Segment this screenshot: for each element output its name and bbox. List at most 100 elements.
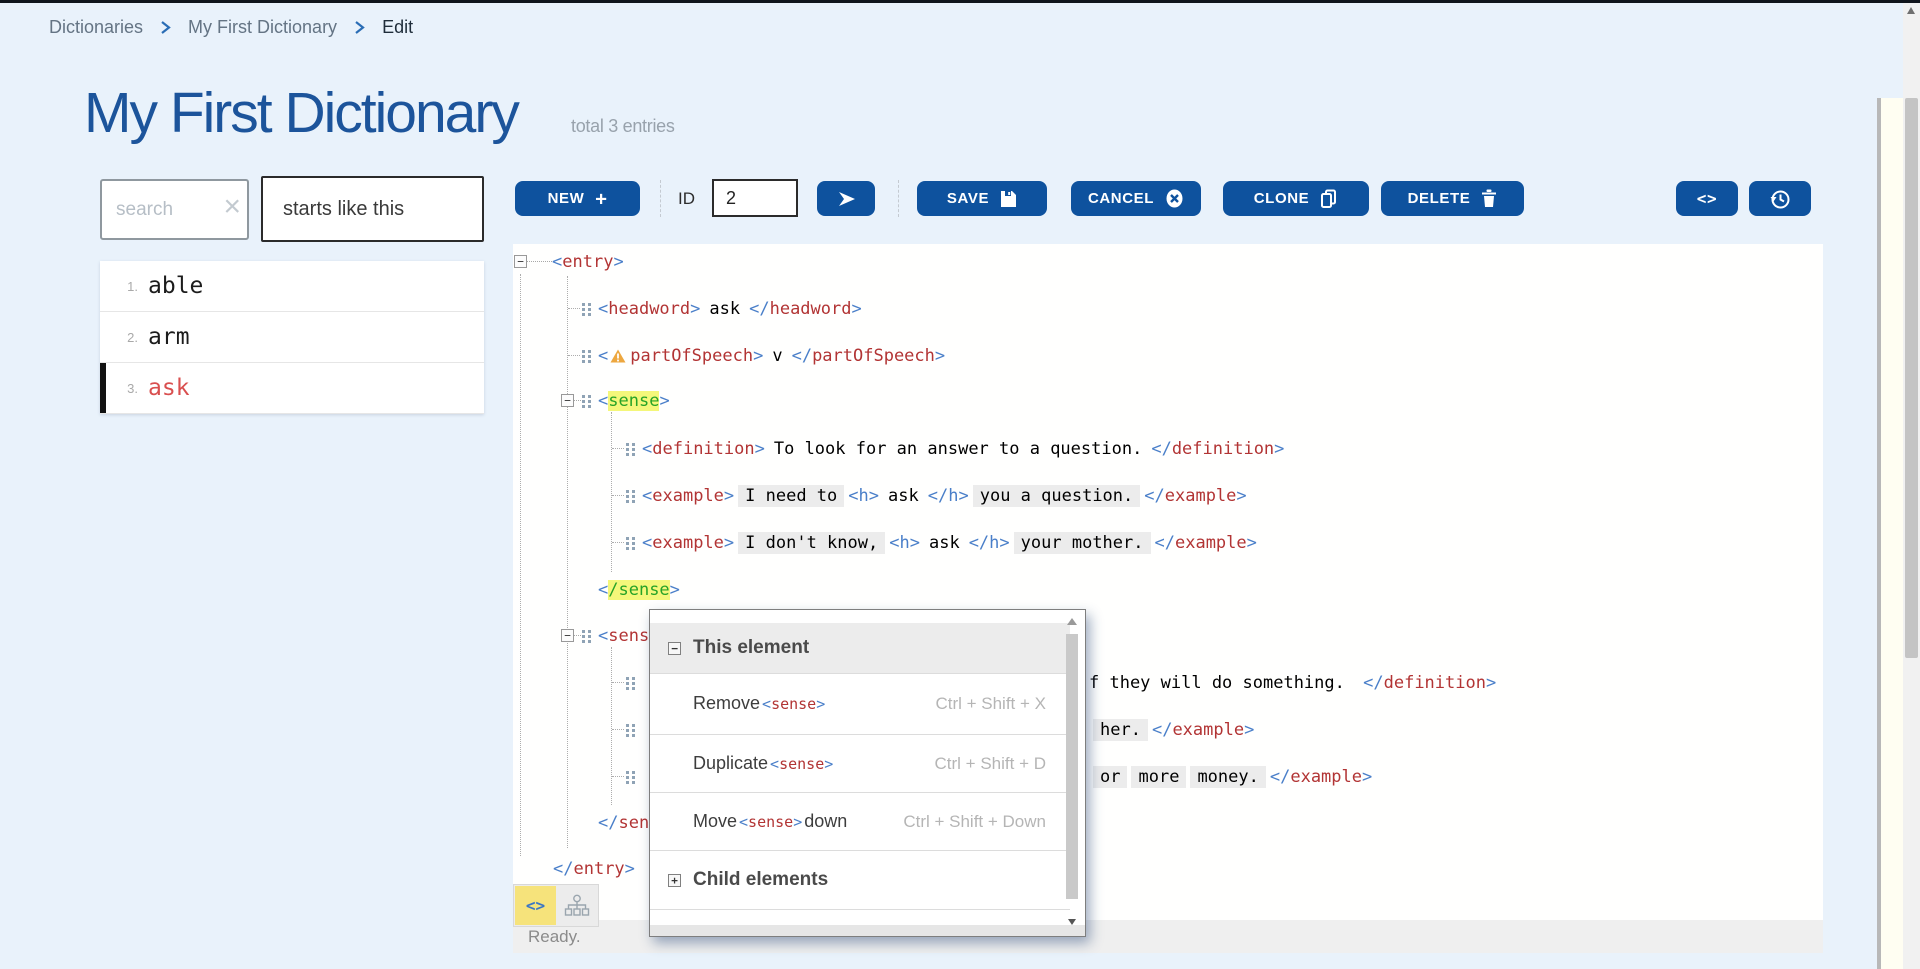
- drag-handle-icon[interactable]: [581, 301, 591, 316]
- entry-number: 2.: [127, 329, 138, 345]
- entry-number: 1.: [127, 278, 138, 294]
- scroll-up-arrow-icon[interactable]: [1067, 618, 1077, 625]
- send-arrow-icon: [837, 191, 856, 207]
- go-to-id-button[interactable]: [817, 181, 875, 216]
- sense-close-tag-highlighted[interactable]: /sense: [608, 579, 670, 600]
- save-button[interactable]: SAVE: [917, 181, 1047, 216]
- h-open-tag[interactable]: <h>: [889, 532, 920, 553]
- sense-open-tag-highlighted[interactable]: sense: [608, 390, 660, 411]
- collapse-icon[interactable]: −: [514, 255, 527, 268]
- example-text-fragment[interactable]: or: [1093, 765, 1128, 788]
- menu-item-duplicate-sense[interactable]: Duplicate <sense> Ctrl + Shift + D: [693, 753, 1046, 773]
- inner-scrollbar-track[interactable]: [1881, 98, 1903, 969]
- h-text[interactable]: ask: [888, 485, 919, 506]
- delete-trash-icon: [1481, 189, 1497, 208]
- nerd-view-toggle[interactable]: <>: [515, 886, 556, 925]
- headword-open-tag[interactable]: headword: [608, 298, 691, 319]
- laic-view-toggle[interactable]: [556, 886, 597, 925]
- example-text-fragment[interactable]: money.: [1190, 765, 1266, 788]
- plus-icon: +: [595, 187, 608, 210]
- h-open-tag[interactable]: <h>: [848, 485, 880, 506]
- drag-handle-icon[interactable]: [625, 488, 635, 503]
- page-title: My First Dictionary: [84, 81, 520, 145]
- xml-example-row-partially-hidden: or more money. </example >: [625, 763, 1372, 790]
- entry-headword: ask: [148, 375, 190, 401]
- example-open-tag[interactable]: example: [652, 485, 724, 506]
- expand-icon[interactable]: +: [668, 873, 681, 887]
- xml-sense1-open-row: − < sense >: [561, 387, 670, 414]
- cancel-button[interactable]: CANCEL: [1071, 181, 1201, 216]
- tree-guide-line: [611, 412, 612, 572]
- xml-definition-row: < definition > To look for an answer to a …: [625, 435, 1284, 462]
- source-code-button[interactable]: <>: [1676, 181, 1738, 216]
- list-item[interactable]: 1. able: [100, 261, 484, 312]
- example-text-fragment[interactable]: more: [1131, 765, 1187, 788]
- collapse-icon[interactable]: −: [561, 394, 574, 407]
- breadcrumb-dictionaries[interactable]: Dictionaries: [49, 16, 144, 37]
- h-close-tag: </h>: [927, 485, 969, 506]
- example-open-tag[interactable]: example: [652, 532, 724, 553]
- menu-scrollbar-thumb[interactable]: [1066, 634, 1078, 899]
- entry-list: 1. able 2. arm 3. ask: [100, 261, 484, 414]
- page-scrollbar-thumb[interactable]: [1905, 98, 1918, 658]
- sense-open-tag[interactable]: sense: [608, 625, 660, 646]
- scroll-up-arrow-icon[interactable]: [1907, 7, 1915, 14]
- headword-text[interactable]: ask: [709, 298, 741, 319]
- partofspeech-open-tag[interactable]: partOfSpeech: [630, 345, 754, 366]
- breadcrumb-dictionary-name[interactable]: My First Dictionary: [188, 16, 338, 37]
- cancel-circle-x-icon: [1165, 189, 1184, 208]
- example-text-chunk[interactable]: your mother.: [1013, 531, 1151, 554]
- scroll-down-arrow-icon[interactable]: [1068, 919, 1076, 925]
- tree-guide-line: [611, 647, 612, 805]
- collapse-icon[interactable]: −: [668, 641, 681, 655]
- drag-handle-icon[interactable]: [625, 675, 635, 690]
- definition-open-tag[interactable]: definition: [652, 438, 755, 459]
- entry-headword: arm: [148, 324, 190, 350]
- clear-search-icon[interactable]: ×: [223, 190, 241, 223]
- page-scrollbar[interactable]: [1903, 0, 1920, 969]
- drag-handle-icon[interactable]: [625, 441, 635, 456]
- entry-id-input[interactable]: [712, 179, 798, 217]
- example-text-chunk[interactable]: you a question.: [972, 484, 1141, 507]
- history-button[interactable]: [1749, 181, 1811, 216]
- filter-mode-select[interactable]: starts like this: [261, 176, 484, 242]
- entry-open-tag[interactable]: entry: [562, 251, 614, 272]
- collapse-icon[interactable]: −: [561, 629, 574, 642]
- drag-handle-icon[interactable]: [625, 769, 635, 784]
- definition-text[interactable]: To look for an answer to a question.: [773, 438, 1143, 459]
- tree-guide-stub: [612, 448, 624, 449]
- menu-scrollbar[interactable]: [1065, 614, 1079, 932]
- example-text-fragment[interactable]: her.: [1093, 718, 1148, 741]
- example-text-chunk[interactable]: I need to: [738, 484, 845, 507]
- drag-handle-icon[interactable]: [581, 348, 591, 363]
- clone-copy-icon: [1320, 189, 1338, 209]
- tree-view-icon: [564, 894, 590, 918]
- drag-handle-icon[interactable]: [581, 393, 591, 408]
- menu-item-remove-sense[interactable]: Remove <sense> Ctrl + Shift + X: [693, 693, 1046, 713]
- delete-button[interactable]: DELETE: [1381, 181, 1524, 216]
- example-text-chunk[interactable]: I don't know,: [738, 531, 886, 554]
- definition-close-tag: definition: [1383, 672, 1486, 693]
- list-item[interactable]: 2. arm: [100, 312, 484, 363]
- xml-sense1-close-row: </sense >: [598, 579, 680, 600]
- menu-item-move-sense-down[interactable]: Move <sense> down Ctrl + Shift + Down: [693, 811, 1046, 831]
- drag-handle-icon[interactable]: [581, 628, 591, 643]
- new-entry-button[interactable]: NEW +: [515, 181, 640, 216]
- drag-handle-icon[interactable]: [625, 535, 635, 550]
- tree-guide-stub: [612, 729, 624, 730]
- example-close-tag: example: [1172, 719, 1245, 740]
- toolbar-separator: [660, 180, 661, 217]
- menu-section-this-element[interactable]: − This element: [650, 623, 1070, 673]
- search-input[interactable]: [100, 179, 249, 240]
- menu-section-child-elements[interactable]: + Child elements: [650, 851, 1070, 909]
- definition-text-fragment[interactable]: f they will do something.: [1089, 672, 1345, 693]
- inner-scrollbar-thumb[interactable]: [1877, 98, 1881, 969]
- partofspeech-text[interactable]: v: [772, 345, 783, 366]
- drag-handle-icon[interactable]: [625, 722, 635, 737]
- list-item-selected[interactable]: 3. ask: [100, 363, 484, 414]
- tree-guide-stub: [612, 495, 624, 496]
- clone-button[interactable]: CLONE: [1223, 181, 1369, 216]
- h-text[interactable]: ask: [928, 532, 960, 553]
- xml-headword-row: < headword > ask </headword >: [581, 295, 862, 322]
